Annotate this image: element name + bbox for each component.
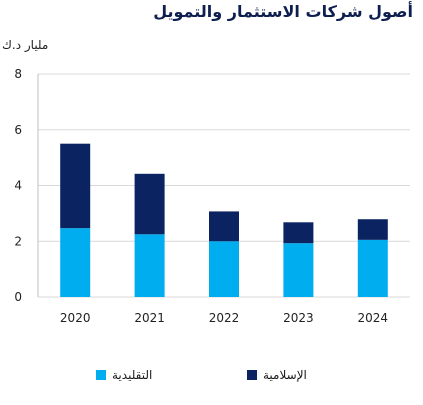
bar-conventional-2020 <box>60 228 91 297</box>
legend-item-islamic: الإسلامية <box>247 368 307 382</box>
legend-swatch-conventional <box>96 370 106 380</box>
bar-islamic-2021 <box>134 173 165 235</box>
y-tick-label-0: 0 <box>14 290 22 304</box>
y-tick-label-2: 2 <box>14 234 22 248</box>
bar-islamic-2022 <box>209 211 239 242</box>
y-tick-label-6: 6 <box>14 123 22 137</box>
x-tick-label-2021: 2021 <box>134 311 165 325</box>
x-tick-label-2024: 2024 <box>358 311 389 325</box>
x-tick-label-2023: 2023 <box>283 311 314 325</box>
bar-conventional-2021 <box>134 234 165 297</box>
bar-conventional-2023 <box>283 243 314 297</box>
legend: التقليدية الإسلامية <box>0 368 423 390</box>
y-tick-label-4: 4 <box>14 179 22 193</box>
bar-islamic-2020 <box>60 143 91 229</box>
legend-label-islamic: الإسلامية <box>263 368 307 382</box>
x-tick-label-2022: 2022 <box>209 311 240 325</box>
y-tick-label-8: 8 <box>14 67 22 81</box>
x-tick-label-2020: 2020 <box>60 311 91 325</box>
chart-title: أصول شركات الاستثمار والتمويل <box>153 2 413 21</box>
stacked-bar-chart: 0 2 4 6 8 2020 2021 2022 2023 2024 <box>14 67 410 325</box>
bar-islamic-2024 <box>357 219 388 240</box>
legend-label-conventional: التقليدية <box>112 368 153 382</box>
legend-swatch-islamic <box>247 370 257 380</box>
bar-islamic-2023 <box>283 222 314 244</box>
y-axis-unit: مليار د.ك <box>2 38 49 52</box>
legend-item-conventional: التقليدية <box>96 368 152 382</box>
bar-conventional-2022 <box>209 241 239 297</box>
bar-conventional-2024 <box>357 239 388 297</box>
